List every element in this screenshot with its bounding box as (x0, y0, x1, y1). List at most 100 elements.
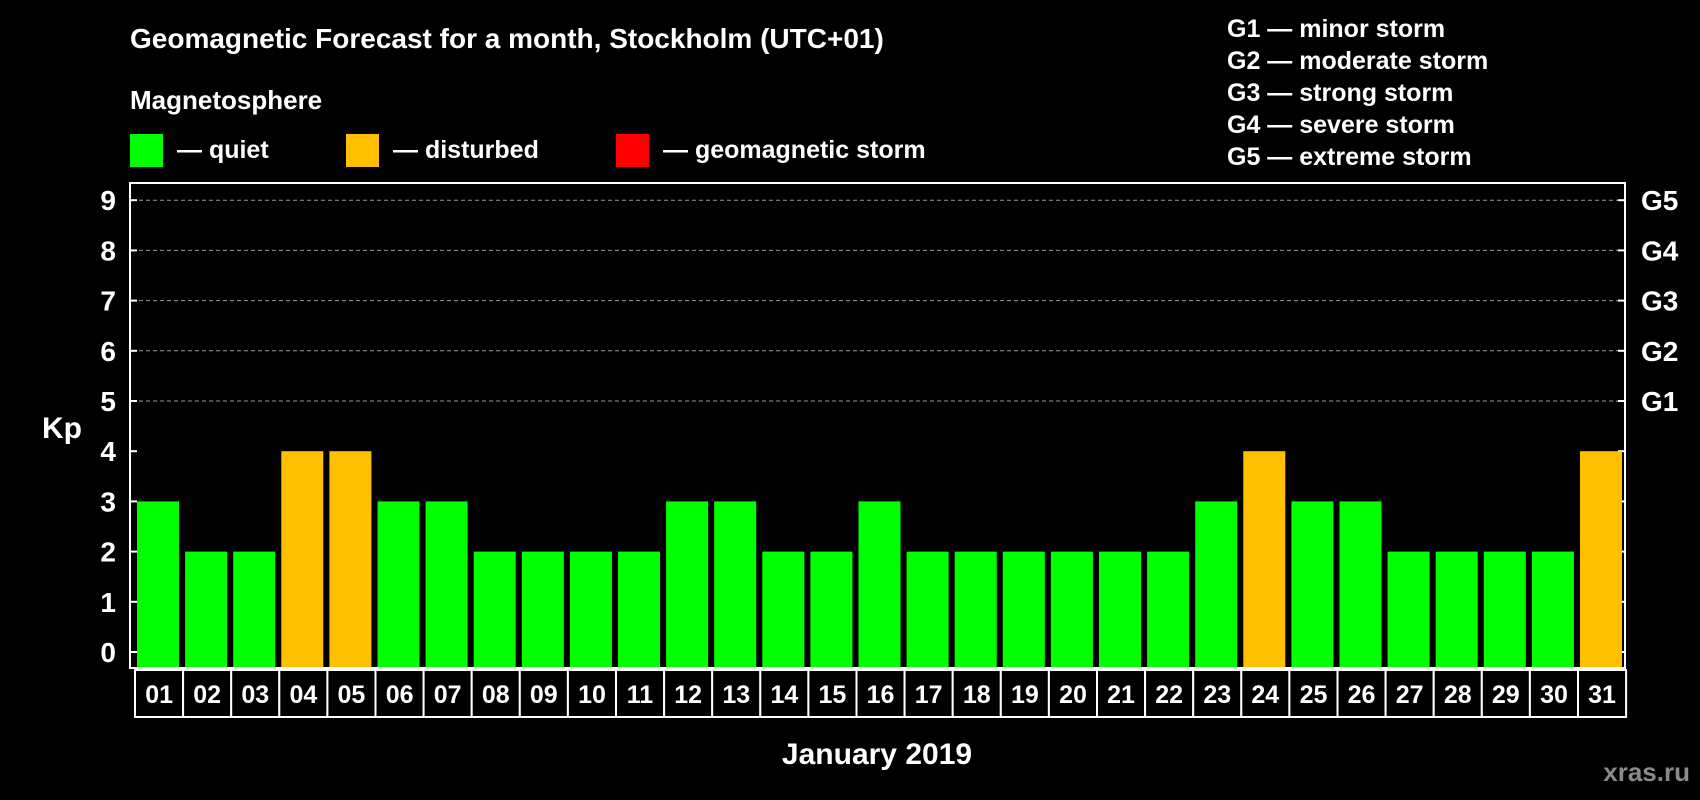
day-label-box (711, 669, 762, 718)
y-axis-ticks: 0 1 2 3 4 5 6 7 8 9 (100, 185, 1625, 668)
x-tick-label: 20 (1059, 681, 1087, 709)
legend-label-disturbed: — disturbed (393, 136, 539, 164)
day-label-box (182, 669, 233, 718)
storm-level-legend: G1 — minor storm G2 — moderate storm G3 … (1227, 15, 1488, 171)
y-tick-label: 0 (100, 637, 116, 668)
plot-frame (129, 182, 1626, 669)
bar-day-11 (618, 551, 660, 667)
x-axis-label: January 2019 (782, 738, 972, 771)
day-label-cell: 12 (663, 669, 714, 718)
day-label-cell: 09 (518, 669, 569, 718)
y-tick-label: 3 (100, 486, 116, 517)
bar-day-21 (1099, 551, 1141, 667)
day-label-cell: 07 (422, 669, 473, 718)
day-label-cell: 02 (182, 669, 233, 718)
bar-day-07 (425, 501, 468, 667)
day-label-box (1528, 669, 1580, 718)
bar-day-30 (1531, 551, 1574, 667)
grid-lines (132, 199, 1623, 402)
bar-day-19 (1002, 551, 1045, 667)
bar-day-15 (810, 551, 853, 667)
x-tick-label: 27 (1396, 681, 1424, 709)
x-tick-label: 02 (193, 681, 221, 709)
day-label-cell: 23 (1192, 669, 1243, 718)
x-tick-label: 19 (1011, 681, 1039, 709)
bar-day-18 (954, 551, 997, 667)
day-label-cell: 15 (807, 669, 858, 718)
bar-day-20 (1050, 551, 1093, 667)
x-tick-label: 30 (1540, 681, 1568, 709)
y-axis-label: Kp (42, 412, 82, 445)
x-tick-label: 05 (337, 681, 365, 709)
bar-day-28 (1435, 551, 1478, 667)
x-tick-label: 09 (530, 681, 558, 709)
legend-swatch-storm (616, 134, 649, 167)
bars (137, 451, 1622, 667)
storm-legend-g4: G4 — severe storm (1227, 111, 1455, 139)
storm-level-axis: G5 G4 G3 G2 G1 (1641, 185, 1679, 417)
x-tick-label: 08 (482, 681, 510, 709)
bar-day-09 (521, 551, 564, 667)
day-label-box (1047, 669, 1099, 718)
bar-day-05 (329, 451, 372, 667)
day-label-cell: 20 (1047, 669, 1099, 718)
chart-title: Geomagnetic Forecast for a month, Stockh… (130, 23, 884, 54)
x-tick-label: 21 (1107, 681, 1135, 709)
day-label-cell: 19 (999, 669, 1050, 718)
x-tick-label: 31 (1588, 681, 1616, 709)
day-label-cell: 17 (903, 669, 954, 718)
y-tick-label: 7 (100, 286, 116, 317)
y-tick-label: 1 (100, 587, 116, 618)
bar-day-04 (281, 451, 324, 667)
day-label-cell: 11 (615, 669, 666, 718)
bar-day-25 (1291, 501, 1334, 667)
bar-day-06 (377, 501, 420, 667)
x-tick-label: 01 (145, 681, 173, 709)
x-tick-label: 07 (434, 681, 462, 709)
y-tick-label: 5 (100, 386, 116, 417)
storm-legend-g1: G1 — minor storm (1227, 15, 1445, 43)
x-tick-label: 28 (1444, 681, 1472, 709)
storm-legend-g2: G2 — moderate storm (1227, 47, 1488, 75)
day-label-box (230, 669, 281, 718)
x-tick-label: 25 (1300, 681, 1328, 709)
bar-day-02 (185, 551, 228, 667)
bar-day-29 (1483, 551, 1526, 667)
day-label-cell: 24 (1240, 669, 1291, 718)
legend-label-quiet: — quiet (177, 136, 269, 164)
bar-day-16 (858, 501, 901, 667)
storm-level-label-g5: G5 (1641, 185, 1678, 216)
x-tick-label: 15 (818, 681, 846, 709)
x-tick-label: 26 (1348, 681, 1376, 709)
x-tick-label: 24 (1251, 681, 1279, 709)
chart-subtitle: Magnetosphere (130, 85, 322, 115)
bar-day-12 (666, 501, 709, 667)
day-label-box (566, 669, 618, 718)
day-label-cell: 10 (566, 669, 618, 718)
legend-swatch-quiet (130, 134, 163, 167)
day-label-box (951, 669, 1002, 718)
day-label-cell: 26 (1336, 669, 1387, 718)
day-label-cell: 05 (326, 669, 377, 718)
storm-level-label-g2: G2 (1641, 336, 1678, 367)
day-label-box (1096, 669, 1147, 718)
legend-item-storm: — geomagnetic storm (616, 134, 926, 167)
day-label-cell: 16 (855, 669, 906, 718)
y-tick-label: 4 (100, 436, 116, 467)
day-label-box (663, 669, 714, 718)
bar-day-13 (714, 501, 757, 667)
legend-item-quiet: — quiet (130, 134, 269, 167)
day-label-box (1336, 669, 1387, 718)
day-label-box (999, 669, 1050, 718)
x-tick-label: 17 (915, 681, 943, 709)
y-tick-label: 2 (100, 537, 116, 568)
storm-level-label-g1: G1 (1641, 386, 1678, 417)
bar-day-14 (762, 551, 805, 667)
x-tick-label: 22 (1155, 681, 1183, 709)
bar-day-17 (906, 551, 949, 667)
day-label-cell: 27 (1384, 669, 1435, 718)
day-label-box (1384, 669, 1435, 718)
day-label-box (1480, 669, 1531, 718)
day-label-cell: 31 (1577, 669, 1628, 718)
